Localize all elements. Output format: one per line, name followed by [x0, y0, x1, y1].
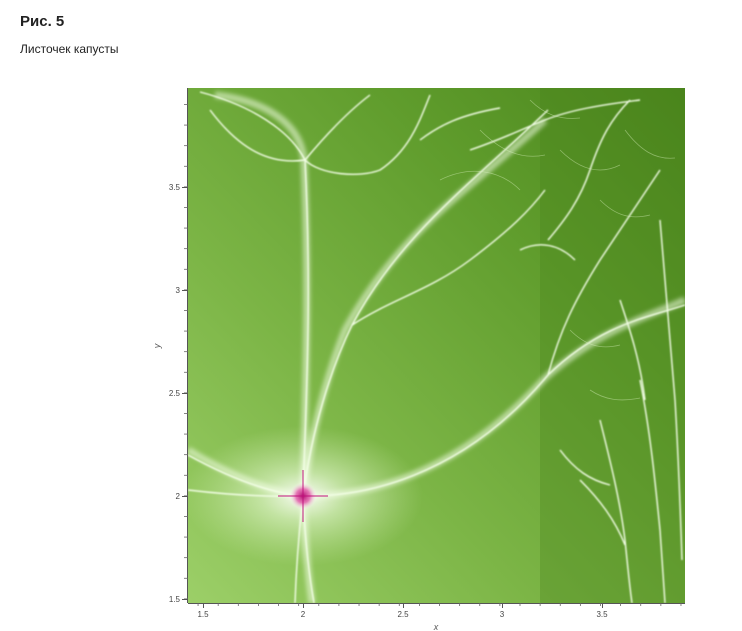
y-tick-label-1.5: 1.5: [169, 595, 181, 604]
y-tick-label-3.5: 3.5: [169, 183, 181, 192]
y-axis-minor-ticks: [184, 104, 188, 600]
singular-point-cross: [278, 470, 328, 522]
heatmap-filaments: [188, 91, 685, 603]
x-tick-label-2: 2: [301, 610, 306, 619]
heatmap-dark-region: [540, 88, 685, 603]
x-tick-label-2.5: 2.5: [397, 610, 409, 619]
figure-caption: Листочек капусты: [20, 42, 119, 56]
x-tick-label-3.5: 3.5: [596, 610, 608, 619]
x-tick-label-3: 3: [500, 610, 505, 619]
y-axis-label: y: [152, 343, 162, 349]
figure-number: Рис. 5: [20, 13, 65, 30]
y-tick-label-3: 3: [176, 286, 181, 295]
y-tick-label-2.5: 2.5: [169, 389, 181, 398]
x-axis-label: x: [433, 622, 439, 631]
x-axis-minor-ticks: [197, 603, 682, 606]
x-tick-label-1.5: 1.5: [197, 610, 209, 619]
heatmap-texture: [439, 99, 676, 401]
y-tick-label-2: 2: [176, 492, 181, 501]
